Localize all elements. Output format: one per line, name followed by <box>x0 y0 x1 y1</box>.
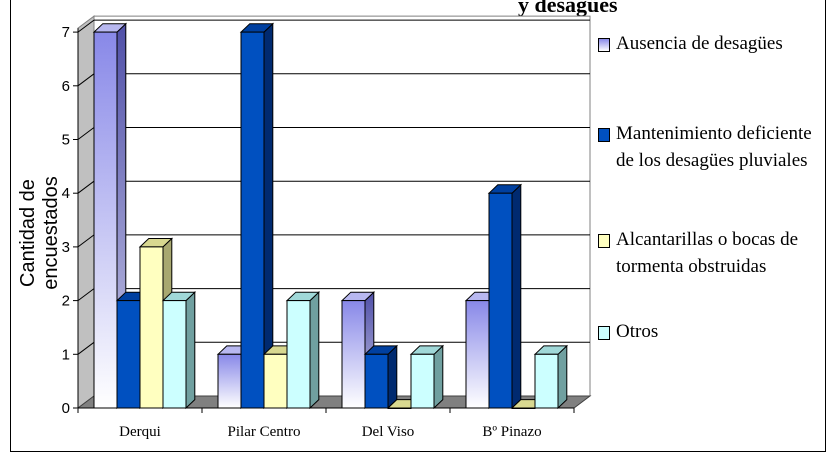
bar <box>341 300 366 409</box>
bar-side <box>511 183 522 410</box>
legend-label: Otros <box>616 321 659 342</box>
bar-side <box>309 291 320 410</box>
x-tick-label: Del Viso <box>362 424 415 440</box>
bar <box>286 300 311 409</box>
x-tick-label: Pilar Centro <box>228 424 301 440</box>
bar <box>465 300 490 409</box>
grid-line <box>77 180 95 194</box>
bar <box>364 353 389 409</box>
bar-side <box>185 291 196 410</box>
bar-side <box>557 344 568 410</box>
y-tick-label: 5 <box>62 132 70 149</box>
y-tick-label: 4 <box>62 185 70 202</box>
grid-line <box>77 234 95 248</box>
grid-line <box>77 341 95 355</box>
legend-label: Ausencia de desagües <box>616 33 783 54</box>
y-tick-label: 7 <box>62 24 70 41</box>
x-tick-label: Derqui <box>119 424 161 440</box>
grid-line <box>77 73 95 87</box>
grid-line <box>77 288 95 302</box>
legend-item: Otros <box>598 318 816 345</box>
grid-line <box>77 19 95 33</box>
y-tick-label: 6 <box>62 78 70 95</box>
legend-swatch <box>598 38 610 52</box>
y-tick-label: 3 <box>62 239 70 256</box>
y-tick-label: 1 <box>62 346 70 363</box>
bar <box>240 31 265 409</box>
legend-item: Alcantarillas o bocas de tormenta obstru… <box>598 226 816 280</box>
bar-side <box>387 344 398 410</box>
legend-swatch <box>598 234 610 248</box>
bar <box>488 192 513 409</box>
legend-label: Mantenimiento deficiente de los desagües… <box>616 123 812 171</box>
chart-frame <box>10 0 826 452</box>
bar <box>410 353 435 409</box>
chart-title: y desagües <box>518 0 618 17</box>
bar <box>116 300 141 409</box>
bar <box>139 246 164 409</box>
bar <box>263 353 288 409</box>
y-tick-label: 2 <box>62 293 70 310</box>
bar <box>217 353 242 409</box>
bar <box>534 353 559 409</box>
bar <box>93 31 118 409</box>
grid-line <box>77 127 95 140</box>
legend-swatch <box>598 326 610 340</box>
bar-side <box>433 344 444 410</box>
legend-item: Mantenimiento deficiente de los desagües… <box>598 120 816 174</box>
legend-item: Ausencia de desagües <box>598 30 816 57</box>
y-tick-label: 0 <box>62 400 70 417</box>
legend-swatch <box>598 128 610 142</box>
plot-side-wall <box>77 15 95 409</box>
bar <box>162 300 187 409</box>
x-tick-label: Bº Pinazo <box>482 424 541 440</box>
legend-label: Alcantarillas o bocas de tormenta obstru… <box>616 229 799 277</box>
